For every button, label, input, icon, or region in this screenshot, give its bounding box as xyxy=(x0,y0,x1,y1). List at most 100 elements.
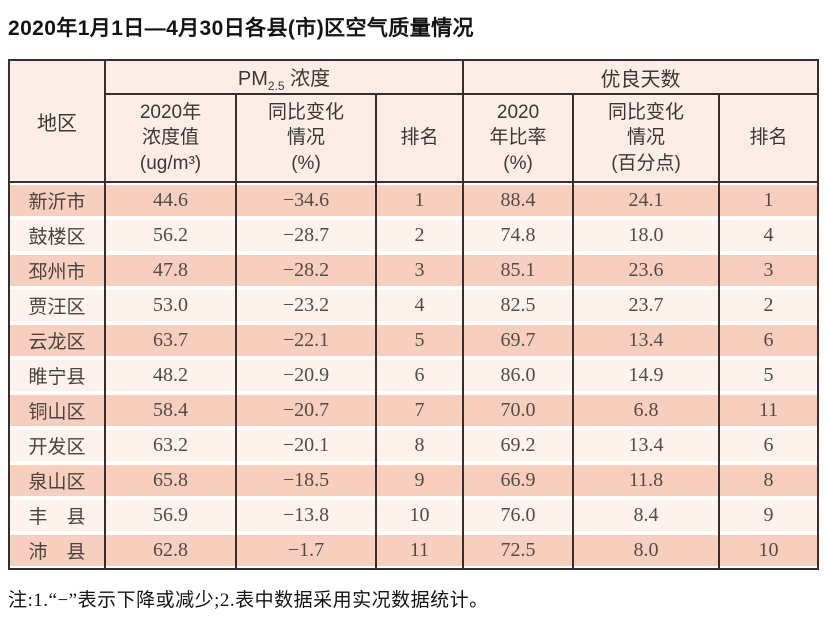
days-rate-cell: 66.9 xyxy=(462,463,575,498)
table-row: 贾汪区 53.0 −23.2 4 82.5 23.7 2 xyxy=(8,288,820,323)
column-header-pm-value: 2020年 浓度值 (ug/m³) xyxy=(104,94,237,183)
table-row: 云龙区 63.7 −22.1 5 69.7 13.4 6 xyxy=(8,323,820,358)
pm-value-cell: 44.6 xyxy=(104,182,237,218)
pm-value-cell: 63.7 xyxy=(104,323,237,358)
days-rate-cell: 86.0 xyxy=(462,358,575,393)
pm25-label-prefix: PM xyxy=(237,67,268,90)
pm-rank-cell: 6 xyxy=(374,358,465,393)
region-label: 鼓楼区 xyxy=(10,220,104,251)
region-label: 睢宁县 xyxy=(10,360,104,391)
pm-change-cell: −13.8 xyxy=(235,498,377,533)
days-rank: 6 xyxy=(720,430,818,461)
group-header-pm25: PM2.5 浓度 xyxy=(103,60,465,95)
pm-change: −22.1 xyxy=(237,325,375,356)
pm-rank: 2 xyxy=(377,220,463,251)
pm-rank-cell: 11 xyxy=(374,533,465,569)
table-row: 泉山区 65.8 −18.5 9 66.9 11.8 8 xyxy=(8,463,820,498)
pm-change: −34.6 xyxy=(237,185,375,216)
days-rank-cell: 10 xyxy=(718,533,820,569)
pm-value: 56.2 xyxy=(106,220,235,251)
pm-change: −1.7 xyxy=(237,535,375,566)
table-row: 丰 县 56.9 −13.8 10 76.0 8.4 9 xyxy=(8,498,820,533)
days-change-cell: 11.8 xyxy=(572,463,721,498)
region-label: 沛 县 xyxy=(10,535,104,566)
days-rate: 76.0 xyxy=(464,500,573,531)
region-label: 泉山区 xyxy=(10,465,104,496)
days-change-cell: 18.0 xyxy=(572,218,721,253)
days-change: 23.6 xyxy=(574,255,719,286)
pm-change-cell: −22.1 xyxy=(235,323,377,358)
days-rate-cell: 85.1 xyxy=(462,253,575,288)
days-rank-cell: 9 xyxy=(718,498,820,533)
region-cell: 泉山区 xyxy=(8,463,106,498)
days-rank-cell: 8 xyxy=(718,463,820,498)
pm-change: −28.7 xyxy=(237,220,375,251)
days-rank: 10 xyxy=(720,535,818,566)
days-rank-cell: 11 xyxy=(718,393,820,428)
pm-rank: 10 xyxy=(377,500,463,531)
pm-value-cell: 62.8 xyxy=(104,533,237,569)
pm-value-cell: 65.8 xyxy=(104,463,237,498)
region-cell: 沛 县 xyxy=(8,533,106,569)
region-label: 贾汪区 xyxy=(10,290,104,321)
days-rank: 8 xyxy=(720,465,818,496)
pm-rank-cell: 3 xyxy=(374,253,465,288)
days-rate: 69.7 xyxy=(464,325,573,356)
days-rate: 66.9 xyxy=(464,465,573,496)
days-rate-cell: 74.8 xyxy=(462,218,575,253)
pm-change-cell: −34.6 xyxy=(235,182,377,218)
region-label: 丰 县 xyxy=(10,500,104,531)
pm-change-cell: −28.2 xyxy=(235,253,377,288)
pm-rank: 3 xyxy=(377,255,463,286)
pm-rank-cell: 9 xyxy=(374,463,465,498)
days-rank: 4 xyxy=(720,220,818,251)
pm-rank: 1 xyxy=(377,185,463,216)
table-row: 邳州市 47.8 −28.2 3 85.1 23.6 3 xyxy=(8,253,820,288)
days-change: 24.1 xyxy=(574,185,719,216)
pm-change-cell: −1.7 xyxy=(235,533,377,569)
days-change-cell: 23.7 xyxy=(572,288,721,323)
days-rank: 11 xyxy=(720,395,818,426)
table-row: 铜山区 58.4 −20.7 7 70.0 6.8 11 xyxy=(8,393,820,428)
days-rank-cell: 1 xyxy=(718,182,820,218)
days-rate: 70.0 xyxy=(464,395,573,426)
days-rank-cell: 6 xyxy=(718,323,820,358)
pm-rank: 7 xyxy=(377,395,463,426)
days-rate-cell: 70.0 xyxy=(462,393,575,428)
footnote: 注:1.“−”表示下降或减少;2.表中数据采用实况数据统计。 xyxy=(8,590,489,611)
air-quality-table: 地区 PM2.5 浓度 优良天数 2020年 浓度值 (ug/m³) 同比变化 … xyxy=(8,59,820,570)
region-cell: 丰 县 xyxy=(8,498,106,533)
days-change: 13.4 xyxy=(574,325,719,356)
table-header: 地区 PM2.5 浓度 优良天数 2020年 浓度值 (ug/m³) 同比变化 … xyxy=(8,60,820,183)
days-rate-cell: 69.7 xyxy=(462,323,575,358)
region-cell: 鼓楼区 xyxy=(8,218,106,253)
days-change: 13.4 xyxy=(574,430,719,461)
days-rate-cell: 82.5 xyxy=(462,288,575,323)
pm-rank-cell: 2 xyxy=(374,218,465,253)
days-rate: 74.8 xyxy=(464,220,573,251)
days-change-cell: 14.9 xyxy=(572,358,721,393)
table-row: 开发区 63.2 −20.1 8 69.2 13.4 6 xyxy=(8,428,820,463)
days-change: 11.8 xyxy=(574,465,719,496)
region-cell: 云龙区 xyxy=(8,323,106,358)
region-label: 邳州市 xyxy=(10,255,104,286)
pm-value: 58.4 xyxy=(106,395,235,426)
column-header-days-change: 同比变化 情况 (百分点) xyxy=(572,94,721,183)
pm-value: 48.2 xyxy=(106,360,235,391)
pm-value-cell: 47.8 xyxy=(104,253,237,288)
pm-rank-cell: 5 xyxy=(374,323,465,358)
pm-value: 44.6 xyxy=(106,185,235,216)
pm-value: 56.9 xyxy=(106,500,235,531)
pm-change-cell: −28.7 xyxy=(235,218,377,253)
pm-value-cell: 58.4 xyxy=(104,393,237,428)
days-rank: 6 xyxy=(720,325,818,356)
days-rate: 88.4 xyxy=(464,185,573,216)
pm-value: 47.8 xyxy=(106,255,235,286)
days-rank-cell: 2 xyxy=(718,288,820,323)
column-header-days-rate: 2020 年比率 (%) xyxy=(462,94,575,183)
pm-rank-cell: 1 xyxy=(374,182,465,218)
days-rank: 5 xyxy=(720,360,818,391)
pm-value-cell: 56.2 xyxy=(104,218,237,253)
pm-change: −20.1 xyxy=(237,430,375,461)
table-row: 睢宁县 48.2 −20.9 6 86.0 14.9 5 xyxy=(8,358,820,393)
